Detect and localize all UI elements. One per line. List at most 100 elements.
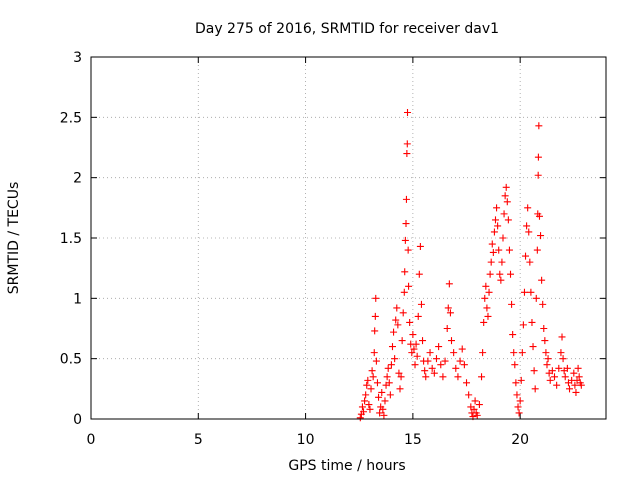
data-point xyxy=(368,367,376,375)
data-point xyxy=(575,373,583,381)
data-point xyxy=(487,258,495,266)
data-point xyxy=(411,361,419,369)
data-point xyxy=(542,349,550,357)
data-point xyxy=(421,367,429,375)
data-point xyxy=(392,316,400,324)
data-point xyxy=(501,192,509,200)
data-point xyxy=(404,246,412,254)
data-point xyxy=(399,309,407,317)
x-tick-label: 5 xyxy=(194,432,203,448)
data-point xyxy=(558,333,566,341)
data-point xyxy=(572,388,580,396)
data-point xyxy=(444,304,452,312)
data-point xyxy=(470,405,478,413)
data-point xyxy=(428,364,436,372)
data-point xyxy=(504,216,512,224)
data-point xyxy=(544,355,552,363)
data-point xyxy=(557,349,565,357)
y-axis-label: SRMTID / TECUs xyxy=(6,182,22,295)
plot-frame xyxy=(90,56,607,420)
data-point xyxy=(412,340,420,348)
data-point xyxy=(507,270,515,278)
data-point xyxy=(364,376,372,384)
data-point xyxy=(452,364,460,372)
data-point xyxy=(379,405,387,413)
data-point xyxy=(483,304,491,312)
data-point xyxy=(553,381,561,389)
data-point xyxy=(358,403,366,411)
data-point xyxy=(456,357,464,365)
data-point xyxy=(551,373,558,381)
data-point xyxy=(479,349,487,357)
data-point xyxy=(546,376,554,384)
data-point xyxy=(482,282,490,290)
data-point xyxy=(541,337,549,345)
data-point xyxy=(540,325,548,332)
data-point xyxy=(458,345,466,353)
data-point xyxy=(533,246,541,254)
data-point xyxy=(460,361,468,369)
data-point xyxy=(508,300,516,308)
data-point xyxy=(570,369,578,377)
data-point xyxy=(432,355,440,363)
data-point xyxy=(441,357,449,365)
data-point xyxy=(509,331,517,339)
data-point xyxy=(518,349,526,357)
data-point xyxy=(526,258,534,266)
data-point xyxy=(498,258,506,266)
data-point xyxy=(535,212,543,220)
data-point xyxy=(516,397,524,405)
data-point xyxy=(386,391,394,399)
data-point xyxy=(360,408,368,416)
data-point xyxy=(419,337,427,345)
data-point xyxy=(375,393,383,401)
data-point xyxy=(395,369,403,377)
data-point xyxy=(535,122,543,130)
data-point xyxy=(494,222,502,230)
data-point xyxy=(365,401,373,409)
data-point xyxy=(574,364,582,372)
x-tick-label: 20 xyxy=(511,432,529,448)
x-axis-label: GPS time / hours xyxy=(288,458,405,474)
data-point xyxy=(512,379,520,387)
data-point xyxy=(532,294,540,302)
data-point xyxy=(486,270,494,278)
data-point xyxy=(515,409,523,417)
data-point xyxy=(376,409,384,417)
data-point xyxy=(398,337,406,345)
data-point xyxy=(372,294,380,302)
data-point xyxy=(475,401,483,409)
data-point xyxy=(402,220,410,228)
data-point xyxy=(408,349,416,357)
data-point xyxy=(473,411,481,419)
data-point xyxy=(446,309,454,317)
data-point xyxy=(366,405,374,413)
y-tick-label: 1.5 xyxy=(60,231,82,247)
y-tick-label: 1 xyxy=(73,291,82,307)
data-point xyxy=(391,355,399,363)
data-point xyxy=(577,381,585,389)
data-point xyxy=(380,411,388,419)
data-point xyxy=(403,140,411,148)
data-point xyxy=(454,373,462,381)
data-point xyxy=(370,349,378,357)
data-point xyxy=(523,222,531,230)
data-point xyxy=(571,381,579,389)
data-point xyxy=(563,364,571,372)
grid xyxy=(91,57,606,419)
data-point xyxy=(561,373,569,381)
data-point xyxy=(548,367,556,375)
y-tick-label: 2.5 xyxy=(60,110,82,126)
data-point xyxy=(525,228,533,236)
data-point xyxy=(522,252,530,260)
data-point xyxy=(394,321,402,329)
data-point xyxy=(493,204,501,212)
data-point xyxy=(537,232,545,240)
x-tick-label: 15 xyxy=(404,432,422,448)
data-point xyxy=(439,373,447,381)
data-point xyxy=(559,355,567,363)
y-tick-label: 2 xyxy=(73,171,82,187)
data-point xyxy=(393,304,401,312)
data-point xyxy=(566,385,574,393)
